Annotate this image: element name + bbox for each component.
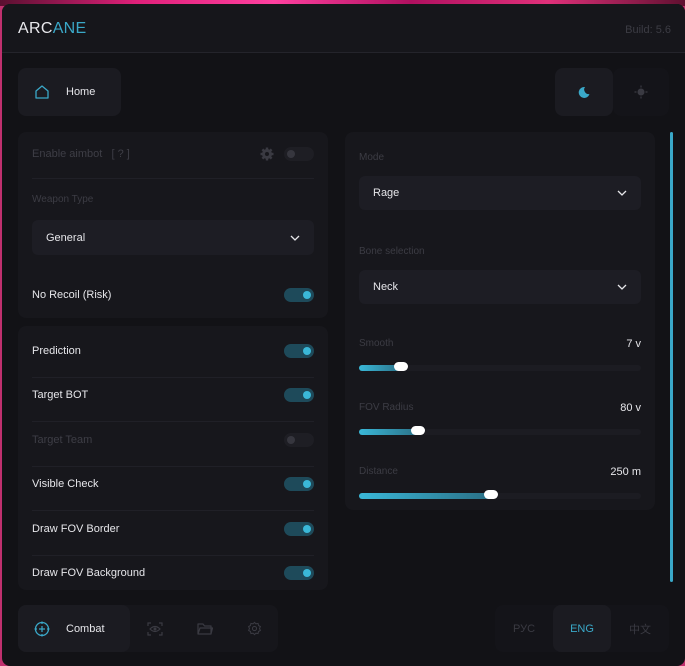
toggle-label: Target BOT xyxy=(32,389,89,402)
chevron-down-icon xyxy=(290,235,300,241)
tab-visuals[interactable] xyxy=(130,605,180,652)
mode-value: Rage xyxy=(373,187,400,199)
folder-icon xyxy=(197,622,213,635)
light-theme-button[interactable] xyxy=(613,68,669,116)
divider xyxy=(32,465,314,467)
slider-track[interactable] xyxy=(359,362,641,371)
toggle-row: Visible Check xyxy=(32,477,314,492)
dark-theme-button[interactable] xyxy=(555,68,613,116)
build-version: Build: 5.6 xyxy=(625,24,671,36)
toggle-switch[interactable] xyxy=(284,521,314,536)
moon-icon xyxy=(578,86,590,98)
background-art xyxy=(0,0,685,6)
divider xyxy=(32,377,314,378)
bone-selection-label: Bone selection xyxy=(359,246,425,257)
weapon-type-label: Weapon Type xyxy=(32,194,94,205)
toggle-row: Prediction xyxy=(32,344,314,358)
toggle-row: Draw FOV Background xyxy=(32,566,314,580)
tab-configs[interactable] xyxy=(180,605,230,652)
slider-fill xyxy=(359,429,422,435)
slider-value: 7 v xyxy=(626,338,641,350)
enable-aimbot-row: Enable aimbot [ ? ] xyxy=(32,146,314,162)
visuals-settings-card: Prediction Target BOT Target Team Visible C… xyxy=(18,326,328,590)
home-icon xyxy=(35,85,49,99)
toggle-label: Prediction xyxy=(32,345,81,357)
mode-dropdown[interactable]: Rage xyxy=(359,176,641,210)
language-eng[interactable]: ENG xyxy=(553,605,611,652)
toggle-switch[interactable] xyxy=(284,566,314,580)
weapon-type-dropdown[interactable]: General xyxy=(32,220,314,255)
no-recoil-toggle[interactable] xyxy=(284,288,314,302)
no-recoil-label: No Recoil (Risk) xyxy=(32,289,112,301)
slider-thumb[interactable] xyxy=(484,490,499,499)
help-button[interactable]: [ ? ] xyxy=(111,148,130,160)
chevron-down-icon xyxy=(617,190,627,196)
tab-combat-label: Combat xyxy=(66,622,105,635)
language-zh[interactable]: 中文 xyxy=(629,623,651,636)
logo-accent-text: ANE xyxy=(52,20,87,37)
home-button[interactable]: Home xyxy=(18,68,121,116)
chevron-down-icon xyxy=(617,284,627,290)
tab-combat[interactable]: Combat xyxy=(18,605,130,652)
sun-icon xyxy=(634,85,648,99)
slider-thumb[interactable] xyxy=(394,362,409,371)
toggle-label: Target Team xyxy=(32,433,93,446)
divider xyxy=(32,554,314,556)
category-tabs: Combat xyxy=(18,605,278,652)
app-window: ARCANE Build: 5.6 Home Enable aimbot [ ?… xyxy=(2,4,685,666)
mode-label: Mode xyxy=(359,152,385,163)
slider-thumb[interactable] xyxy=(411,426,426,435)
toggle-switch[interactable] xyxy=(284,388,314,403)
eye-scan-icon xyxy=(147,621,163,636)
slider-fill xyxy=(359,493,495,499)
aim-params-card: Mode Rage Bone selection Neck Smooth 7 v F… xyxy=(345,132,655,510)
language-switcher: РУС ENG 中文 xyxy=(495,605,669,652)
home-label: Home xyxy=(66,86,96,98)
tab-settings[interactable] xyxy=(230,605,278,652)
no-recoil-row: No Recoil (Risk) xyxy=(32,288,314,302)
slider-value: 250 m xyxy=(610,466,641,478)
crosshair-icon xyxy=(34,621,50,636)
toggle-label: Draw FOV Border xyxy=(32,522,120,535)
divider xyxy=(32,421,314,423)
toggle-switch[interactable] xyxy=(284,432,314,447)
divider xyxy=(32,178,314,179)
logo: ARCANE xyxy=(18,20,87,38)
toggle-row: Draw FOV Border xyxy=(32,521,314,536)
gear-icon[interactable] xyxy=(260,147,274,161)
header: ARCANE Build: 5.6 xyxy=(2,4,685,53)
toggle-label: Draw FOV Background xyxy=(32,567,146,579)
toggle-label: Visible Check xyxy=(32,478,99,491)
language-ru[interactable]: РУС xyxy=(512,622,536,635)
slider-fill xyxy=(359,365,405,371)
slider-track[interactable] xyxy=(359,426,641,435)
bone-selection-dropdown[interactable]: Neck xyxy=(359,270,641,304)
weapon-type-value: General xyxy=(46,231,86,244)
toggle-switch[interactable] xyxy=(284,477,314,492)
slider-label: Distance xyxy=(359,466,398,477)
logo-text: ARC xyxy=(18,20,53,37)
toggle-switch[interactable] xyxy=(284,344,314,358)
slider-label: FOV Radius xyxy=(359,402,414,413)
scrollbar[interactable] xyxy=(670,132,673,582)
enable-aimbot-label: Enable aimbot xyxy=(32,148,103,160)
gear-icon xyxy=(247,621,261,636)
enable-aimbot-toggle[interactable] xyxy=(284,147,314,161)
toggle-row: Target Team xyxy=(32,432,314,447)
bone-selection-value: Neck xyxy=(373,281,399,293)
slider-label: Smooth xyxy=(359,338,394,349)
slider-track[interactable] xyxy=(359,490,641,499)
divider xyxy=(32,510,314,512)
toggle-row: Target BOT xyxy=(32,388,314,403)
slider-value: 80 v xyxy=(620,402,641,414)
aimbot-settings-card: Enable aimbot [ ? ] Weapon Type General … xyxy=(18,132,328,318)
